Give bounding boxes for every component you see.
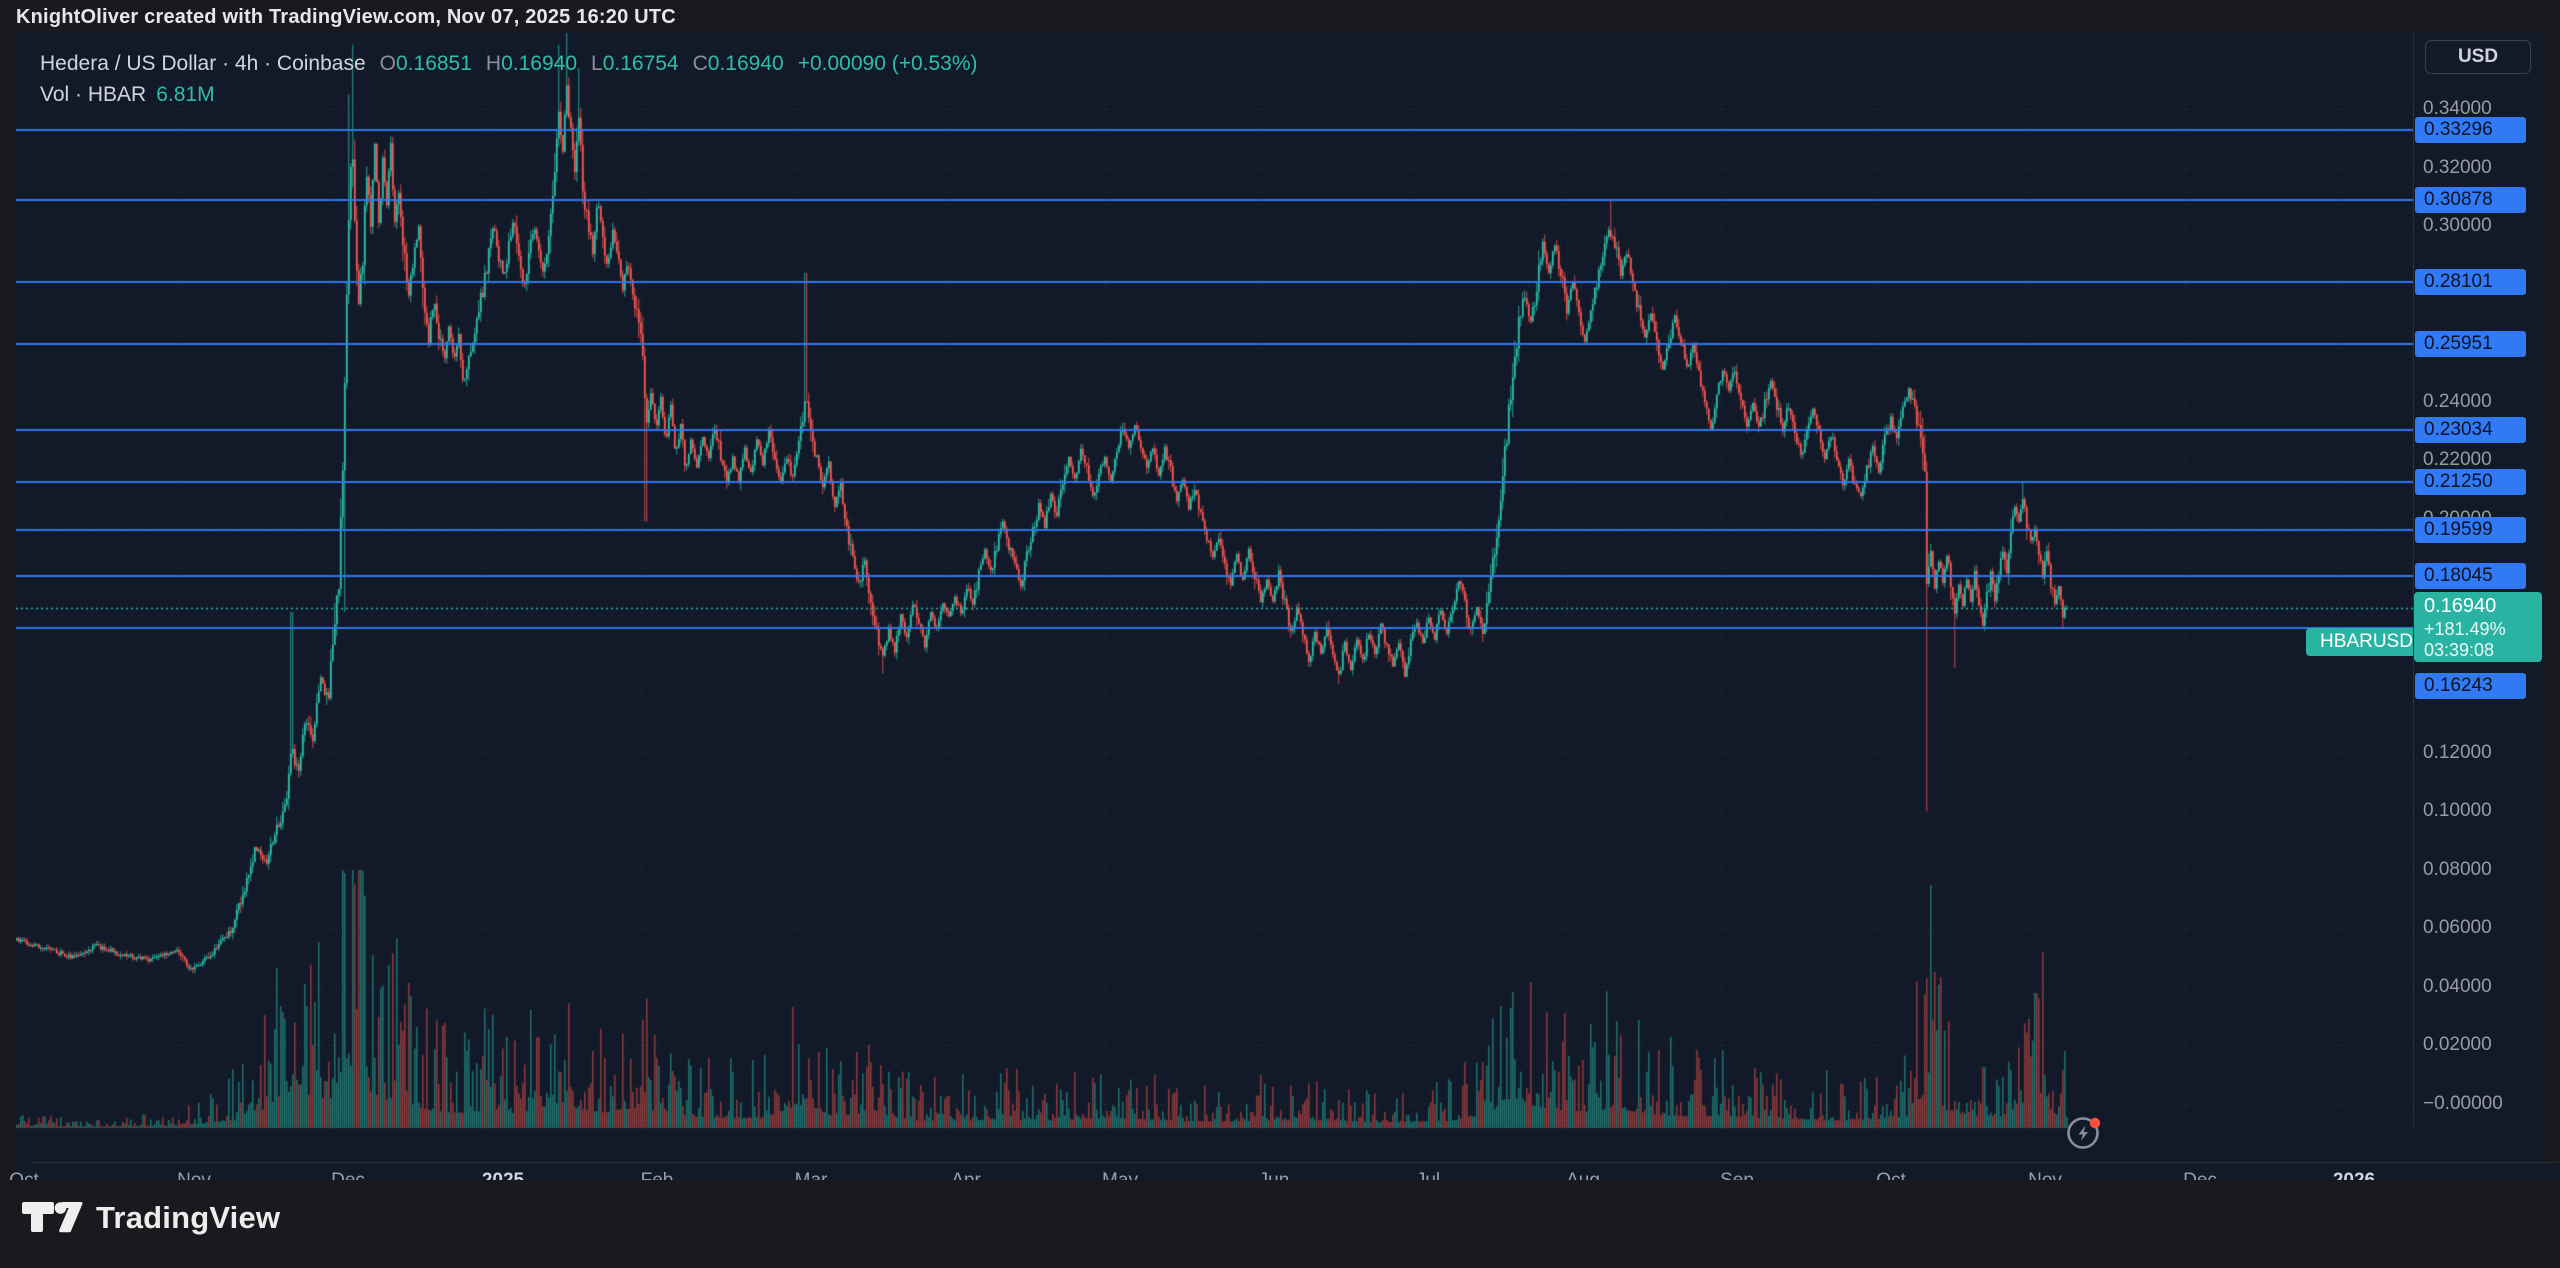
volume-value: 6.81M <box>156 83 215 106</box>
symbol-title: Hedera / US Dollar · 4h · Coinbase <box>40 52 366 75</box>
last-price-value: 0.16940 <box>2424 595 2497 617</box>
price-level-label: 0.18045 <box>2415 562 2526 589</box>
price-level-label: 0.23034 <box>2415 416 2526 443</box>
close-value: C 0.16940 <box>692 52 784 75</box>
chart-canvas[interactable] <box>16 32 2413 1130</box>
price-level-label: 0.21250 <box>2415 468 2526 495</box>
volume-legend: Vol · HBAR 6.81M <box>40 83 215 106</box>
bar-countdown: 03:39:08 <box>2424 640 2495 660</box>
price-tick-label: 0.06000 <box>2423 917 2492 938</box>
symbol-price-tag: HBARUSD <box>2306 628 2427 656</box>
price-tick-label: −0.00000 <box>2423 1092 2503 1114</box>
high-value: H 0.16940 <box>485 52 578 75</box>
tradingview-logo-text: TradingView <box>96 1200 281 1235</box>
price-level-label: 0.33296 <box>2415 116 2526 143</box>
price-tick-label: 0.34000 <box>2423 98 2492 119</box>
last-price-change: +181.49% <box>2424 619 2506 639</box>
price-level-label: 0.16243 <box>2415 673 2526 699</box>
price-tick-label: 0.04000 <box>2423 975 2492 997</box>
footer-bar: TradingView <box>0 1180 2560 1268</box>
symbol-legend: Hedera / US Dollar · 4h · Coinbase O 0.1… <box>40 52 978 76</box>
last-price-label: 0.16940 +181.49% 03:39:08 <box>2414 592 2542 662</box>
price-tick-label: 0.30000 <box>2423 215 2492 236</box>
price-level-label: 0.19599 <box>2415 517 2526 544</box>
tradingview-logo[interactable]: TradingView <box>22 1200 280 1236</box>
low-value: L 0.16754 <box>591 52 679 75</box>
price-tick-label: 0.12000 <box>2423 741 2492 763</box>
currency-toggle-button[interactable]: USD <box>2425 40 2531 74</box>
price-level-label: 0.28101 <box>2415 268 2526 295</box>
price-tick-label: 0.10000 <box>2423 800 2492 821</box>
price-tick-label: 0.08000 <box>2423 858 2492 880</box>
price-axis[interactable]: USD 0.340000.320000.300000.280000.260000… <box>2413 32 2543 1130</box>
attribution-text: KnightOliver created with TradingView.co… <box>16 6 676 28</box>
price-tick-label: 0.32000 <box>2423 156 2492 178</box>
price-tick-label: 0.22000 <box>2423 449 2492 470</box>
price-tick-label: 0.24000 <box>2423 390 2492 412</box>
price-level-label: 0.25951 <box>2415 331 2526 358</box>
chart-widget: Hedera / US Dollar · 4h · Coinbase O 0.1… <box>9 32 2558 1213</box>
price-level-label: 0.30878 <box>2415 187 2526 214</box>
open-value: O 0.16851 <box>379 52 472 75</box>
change-value: +0.00090 (+0.53%) <box>797 52 978 75</box>
status-dot-icon <box>2089 1117 2101 1129</box>
price-tick-label: 0.02000 <box>2423 1034 2492 1055</box>
tradingview-mark-icon <box>22 1202 83 1233</box>
lightning-status-icon[interactable] <box>2066 1115 2102 1151</box>
